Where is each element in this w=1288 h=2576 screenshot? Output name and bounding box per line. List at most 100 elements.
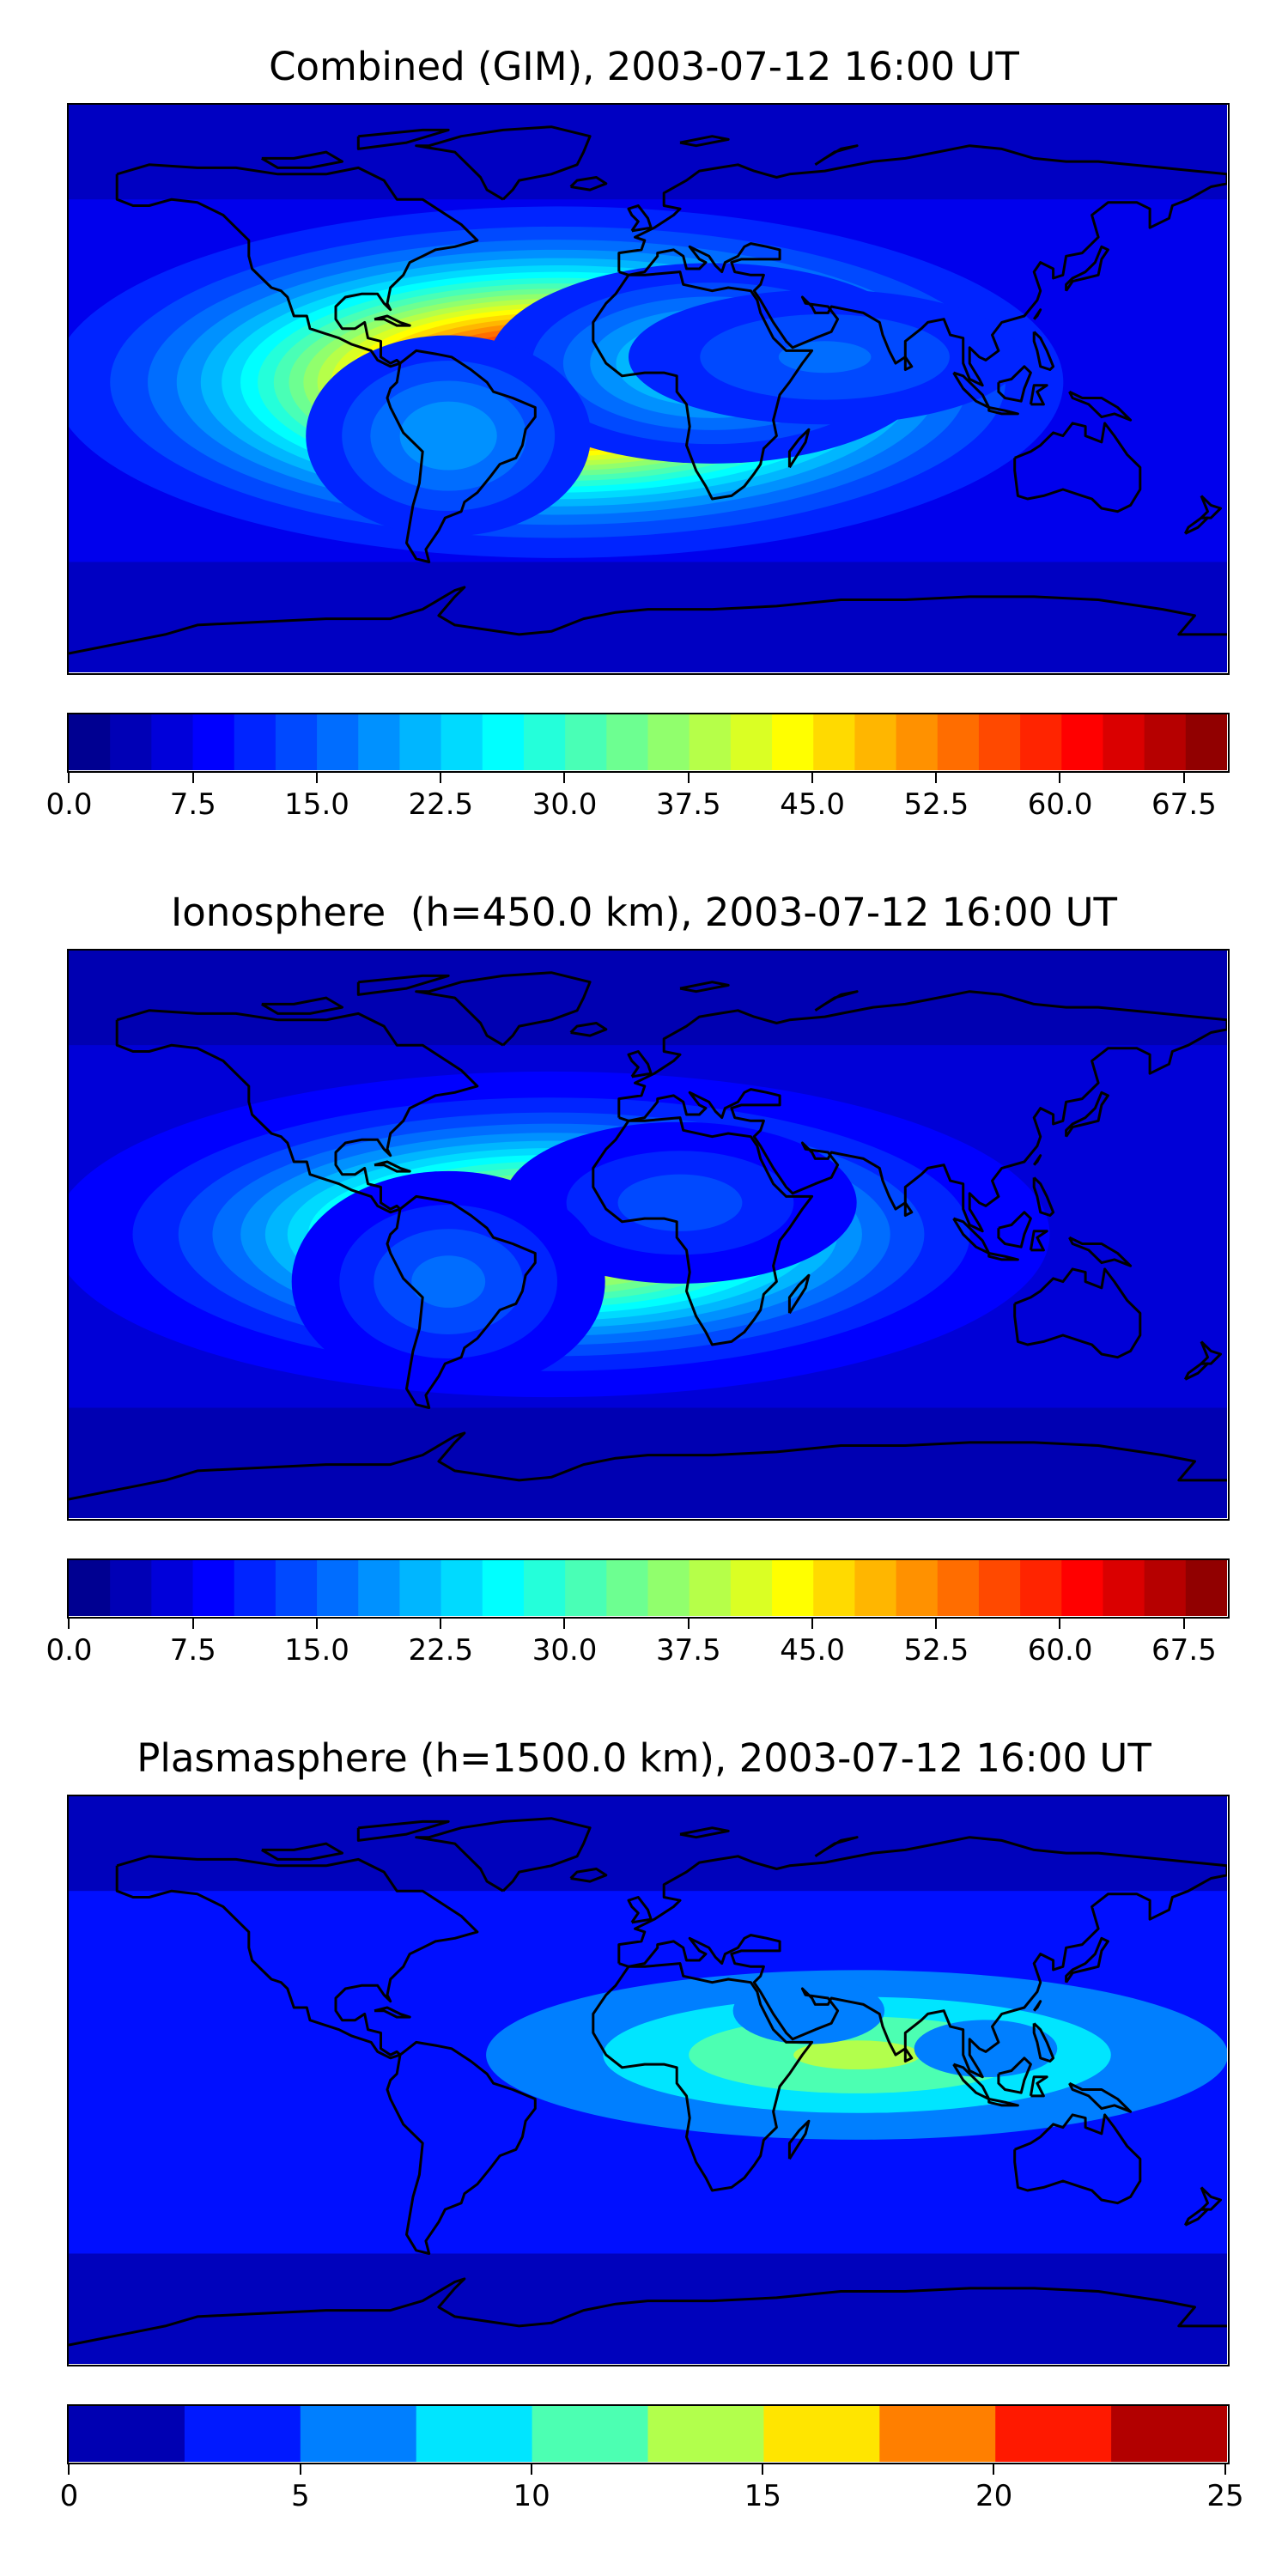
colorbar-segment <box>879 2406 996 2462</box>
colorbar-segment <box>689 1560 732 1616</box>
colorbar-tick <box>315 773 318 783</box>
colorbar-tick <box>315 1619 318 1629</box>
colorbar-tick-label: 0 <box>59 2479 79 2513</box>
colorbar-segment <box>896 714 939 770</box>
colorbar-tick-label: 15.0 <box>284 787 349 822</box>
colorbar-tick-label: 60.0 <box>1027 787 1093 822</box>
coastline-17 <box>1200 2186 1222 2211</box>
colorbar-segment <box>1020 714 1063 770</box>
colorbar-segment <box>647 714 690 770</box>
coastline-25 <box>69 1431 1227 1501</box>
coastline-2 <box>374 1160 411 1173</box>
colorbar-tick <box>811 1619 813 1629</box>
colorbar-tick-label: 15.0 <box>284 1633 349 1668</box>
colorbar-tick <box>687 1619 690 1629</box>
coastline-5 <box>592 270 814 501</box>
contour-level-2-2 <box>914 2020 1058 2078</box>
coastline-12 <box>987 406 1019 416</box>
colorbar-tick <box>811 773 813 783</box>
map-polar-band <box>69 2253 1227 2364</box>
coastline-14 <box>1032 1176 1055 1217</box>
colorbar-tick-label: 37.5 <box>655 1633 721 1668</box>
colorbar-tick <box>993 2464 995 2475</box>
colorbar-tick <box>1182 773 1185 783</box>
coastline-13 <box>1029 384 1048 406</box>
coastline-0 <box>115 1855 479 2060</box>
coastline-9 <box>1065 1936 1109 1984</box>
colorbar-tick-label: 7.5 <box>169 787 216 822</box>
colorbar-tick-label: 25 <box>1206 2479 1244 2513</box>
colorbar-segment <box>606 1560 649 1616</box>
coastline-11 <box>997 2057 1032 2094</box>
map-polar-band <box>69 105 1227 200</box>
colorbar-tick <box>191 773 194 783</box>
panel-2-map-svg <box>69 951 1227 1518</box>
panel-2-map <box>67 949 1230 1521</box>
colorbar-segment <box>416 2406 533 2462</box>
colorbar-tick <box>440 1619 442 1629</box>
colorbar-segment <box>647 1560 690 1616</box>
colorbar-segment <box>317 1560 360 1616</box>
colorbar-tick-label: 45.0 <box>780 787 845 822</box>
coastline-15 <box>1068 2081 1133 2113</box>
colorbar-segment <box>275 714 318 770</box>
panel-1-colorbar <box>67 713 1230 773</box>
coastline-3 <box>386 349 537 563</box>
colorbar-tick <box>563 1619 566 1629</box>
colorbar-segment <box>317 714 360 770</box>
panel-2-colorbar <box>67 1558 1230 1619</box>
coastline-16 <box>1013 422 1142 513</box>
colorbar-segment <box>730 714 773 770</box>
coastline-3 <box>386 2040 537 2255</box>
colorbar-segment <box>1061 714 1104 770</box>
colorbar-tick-label: 45.0 <box>780 1633 845 1668</box>
colorbar-segment <box>1144 714 1187 770</box>
coastline-20 <box>1032 308 1042 320</box>
colorbar-tick <box>191 1619 194 1629</box>
coastline-7 <box>627 204 653 233</box>
colorbar-segment <box>110 714 153 770</box>
coastline-24 <box>679 135 730 148</box>
colorbar-tick-label: 60.0 <box>1027 1633 1093 1668</box>
colorbar-segment <box>1103 714 1145 770</box>
coastline-0 <box>115 163 479 368</box>
coastline-4 <box>617 1836 1227 2079</box>
colorbar-segment <box>978 714 1021 770</box>
colorbar-tick-label: 37.5 <box>655 787 721 822</box>
colorbar-segment <box>275 1560 318 1616</box>
coastline-13 <box>1029 1230 1048 1252</box>
colorbar-tick-label: 67.5 <box>1151 1633 1217 1668</box>
map-polar-band <box>69 1796 1227 1892</box>
coastline-5 <box>592 1962 814 2192</box>
coastline-9 <box>1065 245 1109 292</box>
coastline-18 <box>1183 516 1209 535</box>
colorbar-segment <box>69 2406 185 2462</box>
colorbar-segment <box>440 714 483 770</box>
colorbar-tick <box>299 2464 301 2475</box>
coastline-19 <box>903 1201 914 1217</box>
coastline-0 <box>115 1009 479 1214</box>
coastline-6 <box>787 428 811 469</box>
colorbar-segment <box>151 714 194 770</box>
map-polar-band <box>69 1407 1227 1518</box>
colorbar-tick <box>440 773 442 783</box>
coastline-8 <box>569 176 608 191</box>
colorbar-tick-label: 52.5 <box>903 1633 969 1668</box>
colorbar-tick <box>935 773 938 783</box>
colorbar-segment <box>1061 1560 1104 1616</box>
coastline-4 <box>617 144 1227 387</box>
colorbar-tick-label: 10 <box>513 2479 550 2513</box>
colorbar-segment <box>192 1560 235 1616</box>
panel-1-title: Combined (GIM), 2003-07-12 16:00 UT <box>269 44 1019 89</box>
colorbar-segment <box>69 1560 111 1616</box>
colorbar-tick-label: 7.5 <box>169 1633 216 1668</box>
coastline-17 <box>1200 1340 1222 1365</box>
colorbar-segment <box>358 714 401 770</box>
colorbar-tick <box>1224 2464 1226 2475</box>
colorbar-segment <box>234 714 276 770</box>
colorbar-tick <box>563 773 566 783</box>
colorbar-tick-label: 5 <box>290 2479 310 2513</box>
coastline-6 <box>787 2119 811 2160</box>
coastline-20 <box>1032 1154 1042 1166</box>
contour-level-0-5 <box>793 2040 921 2070</box>
